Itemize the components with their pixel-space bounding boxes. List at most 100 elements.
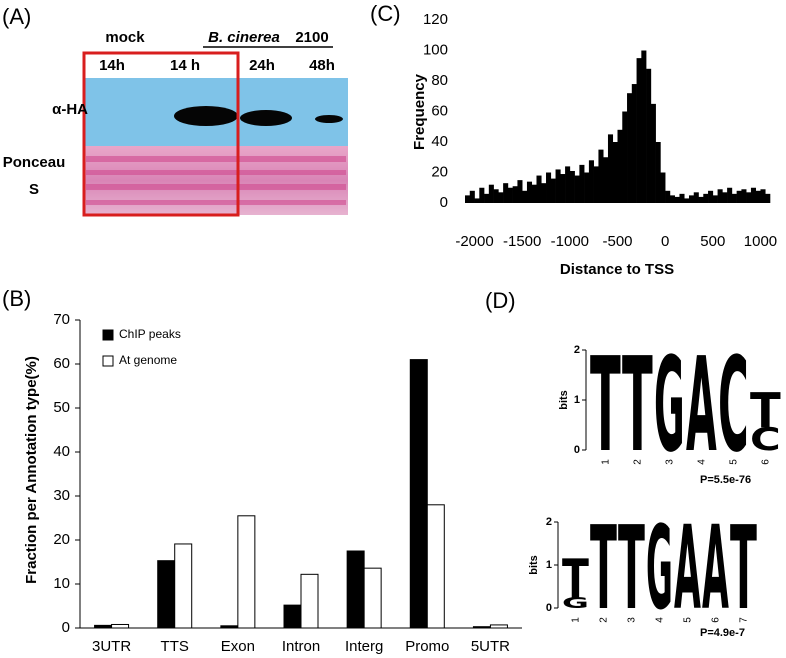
position-label: 2: [633, 459, 644, 465]
bar: [472, 626, 491, 629]
hist-bar: [517, 180, 523, 203]
position-label: 7: [739, 617, 750, 623]
hist-bar: [512, 186, 518, 203]
logo-letter: T: [622, 330, 653, 481]
y-tick-label: 2: [546, 516, 552, 528]
logo-letter: T: [562, 550, 589, 611]
logo-letter: T: [618, 502, 645, 636]
hist-bar: [584, 172, 590, 203]
position-label: 1: [571, 617, 582, 623]
row-label: α-HA: [52, 101, 88, 118]
y-tick-label: 100: [423, 41, 448, 58]
x-axis-label: Distance to TSS: [560, 261, 674, 278]
lane-label: 48h: [309, 57, 335, 74]
bar: [174, 543, 193, 629]
ponceau-bands: [86, 156, 346, 205]
y-tick-label: 0: [62, 619, 70, 636]
x-tick-label: -1000: [551, 233, 589, 250]
hist-bar: [579, 164, 585, 203]
bar: [346, 550, 365, 629]
position-label: 3: [627, 617, 638, 623]
y-tick-label: 10: [53, 575, 70, 592]
hist-bar: [655, 142, 661, 203]
y-tick-label: 40: [53, 443, 70, 460]
hist-bar: [717, 189, 723, 203]
y-tick-label: 2: [574, 344, 580, 356]
logo-axis-label: bits: [558, 390, 570, 410]
bar: [409, 359, 428, 629]
hist-bar: [674, 196, 680, 203]
logo-letter: A: [702, 502, 729, 636]
hist-bar: [722, 192, 728, 203]
position-label: 2: [599, 617, 610, 623]
hist-bar: [760, 189, 766, 203]
y-tick-label: 1: [574, 394, 580, 406]
bar: [283, 604, 302, 629]
hist-bar: [541, 183, 547, 203]
bar: [363, 567, 382, 629]
y-tick-label: 30: [53, 487, 70, 504]
position-label: 1: [601, 459, 612, 465]
hist-bar: [665, 190, 671, 203]
row-label: Ponceau: [3, 154, 66, 171]
p-value: P=5.5e-76: [700, 474, 751, 486]
hist-bar: [703, 193, 709, 203]
legend-swatch: [102, 329, 114, 341]
hist-bar: [531, 184, 537, 203]
hist-bar: [536, 175, 542, 203]
x-tick-label: 500: [700, 233, 725, 250]
position-label: 6: [761, 459, 772, 465]
hist-bar: [469, 190, 475, 203]
hist-bar: [603, 157, 609, 203]
logo-letter: G: [646, 502, 673, 635]
hist-bar: [736, 190, 742, 203]
hist-bar: [727, 187, 733, 203]
row-label: S: [29, 181, 39, 198]
logo-letter: T: [590, 502, 617, 636]
hist-bar: [765, 193, 771, 203]
highlight-box: [82, 51, 240, 217]
hist-bar: [631, 84, 637, 203]
y-tick-label: 50: [53, 399, 70, 416]
hist-bar: [503, 183, 509, 203]
hist-bar: [479, 187, 485, 203]
hist-bar: [698, 196, 704, 203]
hist-bar: [474, 198, 480, 203]
x-tick-label: 1000: [744, 233, 777, 250]
hist-bar: [622, 111, 628, 203]
bar: [157, 560, 176, 629]
hist-bar: [565, 166, 571, 203]
hist-bar: [488, 184, 494, 203]
x-tick-label: Exon: [221, 638, 255, 655]
hist-bar: [712, 195, 718, 203]
hist-bar: [693, 192, 699, 203]
hist-bar: [746, 192, 752, 203]
y-tick-label: 0: [546, 602, 552, 614]
logo-letter: T: [730, 502, 757, 636]
position-label: 4: [697, 459, 708, 465]
panel-label: (B): [2, 286, 31, 311]
hist-bar: [607, 134, 614, 203]
hist-bar: [669, 195, 675, 203]
hist-bar: [526, 181, 533, 203]
hist-bar: [641, 50, 647, 203]
x-tick-label: Intron: [282, 638, 320, 655]
logo-letter: A: [686, 330, 717, 482]
hist-bar: [684, 198, 690, 203]
position-label: 4: [655, 617, 666, 623]
hist-bar: [688, 195, 695, 203]
y-tick-label: 40: [431, 133, 448, 150]
hist-bar: [593, 166, 599, 203]
y-tick-label: 20: [53, 531, 70, 548]
lane-label: 14 h: [170, 57, 200, 74]
position-label: 5: [729, 459, 740, 465]
y-tick-label: 20: [431, 163, 448, 180]
bar: [489, 624, 508, 629]
hist-bar: [612, 142, 618, 203]
hist-bar: [627, 93, 633, 203]
legend-swatch: [102, 355, 114, 367]
bar: [220, 625, 239, 629]
hist-bar: [660, 172, 666, 203]
y-tick-label: 120: [423, 11, 448, 28]
